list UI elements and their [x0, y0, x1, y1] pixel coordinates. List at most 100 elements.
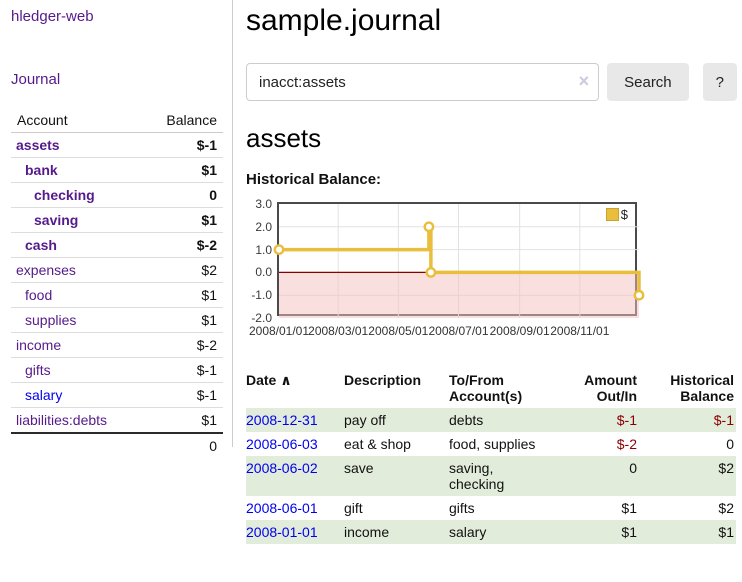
account-link[interactable]: bank — [25, 162, 58, 178]
account-link[interactable]: checking — [34, 187, 95, 203]
account-link[interactable]: expenses — [16, 262, 76, 278]
transaction-accounts: gifts — [449, 500, 475, 516]
account-link[interactable]: salary — [25, 387, 63, 403]
account-balance: 0 — [139, 182, 223, 208]
x-axis-tick-label: 2008/01/01 — [248, 324, 310, 338]
y-axis-tick-label: 1.0 — [255, 242, 272, 257]
account-row: gifts $-1 — [11, 357, 223, 383]
chart-title: Historical Balance: — [246, 171, 382, 188]
column-header-date[interactable]: Date ∧ — [246, 372, 292, 388]
transaction-balance: $2 — [639, 456, 736, 496]
legend-label: $ — [620, 207, 628, 222]
accounts-table: Account Balance assets $-1 bank $1 checking 0… — [11, 108, 223, 458]
transaction-amount: $1 — [621, 500, 637, 516]
search-form: × Search ? — [246, 63, 737, 101]
column-header-historical: Historical Balance — [670, 372, 734, 404]
account-link[interactable]: income — [16, 337, 62, 353]
transaction-description: income — [344, 520, 449, 544]
account-row: food $1 — [11, 282, 223, 308]
account-link[interactable]: cash — [25, 237, 57, 253]
transaction-balance: $1 — [639, 520, 736, 544]
y-axis-tick-label: 0.0 — [255, 265, 272, 280]
sort-ascending-icon[interactable]: ∧ — [280, 372, 292, 388]
x-axis-tick-label: 2008/05/01 — [368, 324, 429, 338]
account-row: saving $1 — [11, 207, 223, 233]
accounts-header-balance: Balance — [139, 108, 223, 133]
account-row: bank $1 — [11, 157, 223, 183]
account-balance: $1 — [139, 307, 223, 333]
search-input[interactable] — [246, 63, 600, 101]
account-row: assets $-1 — [11, 133, 223, 158]
account-link[interactable]: assets — [16, 137, 60, 153]
column-header-tofrom: To/From Account(s) — [449, 372, 523, 404]
accounts-total-value: 0 — [139, 432, 223, 458]
account-row: cash $-2 — [11, 232, 223, 258]
account-balance: $1 — [139, 157, 223, 183]
account-balance: $-1 — [139, 357, 223, 383]
account-row: income $-2 — [11, 332, 223, 358]
chart-canvas — [273, 204, 645, 318]
column-header-description: Description — [344, 372, 422, 388]
account-link[interactable]: gifts — [25, 362, 51, 378]
historical-balance-chart: $ 3.0 2.0 1.0 0.0 -1.0 -2.0 2008/01/01 2008/03/… — [246, 197, 737, 348]
app-window: hledger-web Journal Account Balance asse… — [0, 0, 742, 544]
transaction-balance: 0 — [726, 436, 734, 452]
account-link[interactable]: saving — [34, 212, 79, 228]
transaction-row: 2008-12-31 pay off debts $-1 $-1 — [246, 408, 736, 432]
transaction-accounts: food, supplies — [449, 436, 536, 452]
transaction-date-link[interactable]: 2008-06-03 — [246, 436, 318, 452]
transaction-description: gift — [344, 500, 363, 516]
transaction-row: 2008-06-01 gift gifts $1 $2 — [246, 496, 736, 520]
transactions-header-row: Date ∧ Description To/From Account(s) Amount… — [246, 370, 736, 408]
account-balance: $1 — [139, 207, 223, 233]
account-row: expenses $2 — [11, 257, 223, 283]
transaction-accounts: debts — [449, 408, 554, 432]
help-button[interactable]: ? — [702, 63, 737, 101]
x-axis-tick-label: 2008/09/01 — [489, 324, 550, 338]
search-box: × — [246, 63, 600, 101]
sidebar: hledger-web Journal Account Balance asse… — [0, 0, 233, 458]
sidebar-item-journal[interactable]: Journal — [11, 71, 61, 88]
search-button[interactable]: Search — [607, 63, 689, 101]
column-header-amount: Amount Out/In — [584, 372, 637, 404]
y-axis-tick-label: -1.0 — [251, 288, 272, 303]
register-heading: assets — [246, 123, 322, 153]
transaction-balance: $-1 — [639, 408, 736, 432]
chart-plot-area: $ — [273, 202, 645, 318]
transaction-row: 2008-01-01 income salary $1 $1 — [246, 520, 736, 544]
main-content: sample.journal × Search ? assets Histori… — [233, 0, 742, 544]
account-link[interactable]: liabilities:debts — [16, 412, 108, 428]
accounts-header-account: Account — [11, 108, 140, 133]
account-row: checking 0 — [11, 182, 223, 208]
transactions-table: Date ∧ Description To/From Account(s) Amount… — [246, 370, 736, 544]
account-balance: $1 — [139, 282, 223, 308]
legend-swatch-icon — [605, 208, 619, 221]
transaction-row: 2008-06-03 eat & shop food, supplies $-2 0 — [246, 432, 736, 456]
transaction-description: eat & shop — [344, 436, 411, 452]
transaction-amount: $1 — [554, 520, 639, 544]
app-brand-link[interactable]: hledger-web — [11, 8, 94, 25]
account-link[interactable]: supplies — [25, 312, 77, 328]
transaction-amount: 0 — [554, 456, 639, 496]
clear-search-icon[interactable]: × — [578, 71, 590, 91]
transaction-date-link[interactable]: 2008-12-31 — [246, 412, 318, 428]
account-row: liabilities:debts $1 — [11, 407, 223, 433]
transaction-accounts: saving, checking — [449, 456, 554, 496]
account-balance: $-1 — [139, 382, 223, 408]
transaction-amount: $-2 — [616, 436, 637, 452]
transaction-description: pay off — [344, 408, 449, 432]
x-axis-tick-label: 2008/11/01 — [550, 324, 610, 338]
account-balance: $-2 — [139, 232, 223, 258]
account-link[interactable]: food — [25, 287, 53, 303]
account-row: supplies $1 — [11, 307, 223, 333]
account-row: salary $-1 — [11, 382, 223, 408]
y-axis-tick-label: -2.0 — [251, 311, 272, 325]
chart-legend: $ — [604, 207, 629, 222]
page-title: sample.journal — [246, 4, 442, 37]
transaction-date-link[interactable]: 2008-06-01 — [246, 500, 318, 516]
account-balance: $-2 — [139, 332, 223, 358]
y-axis-tick-label: 2.0 — [255, 219, 272, 234]
account-balance: $1 — [139, 407, 223, 433]
transaction-date-link[interactable]: 2008-01-01 — [246, 524, 318, 540]
transaction-date-link[interactable]: 2008-06-02 — [246, 460, 318, 476]
